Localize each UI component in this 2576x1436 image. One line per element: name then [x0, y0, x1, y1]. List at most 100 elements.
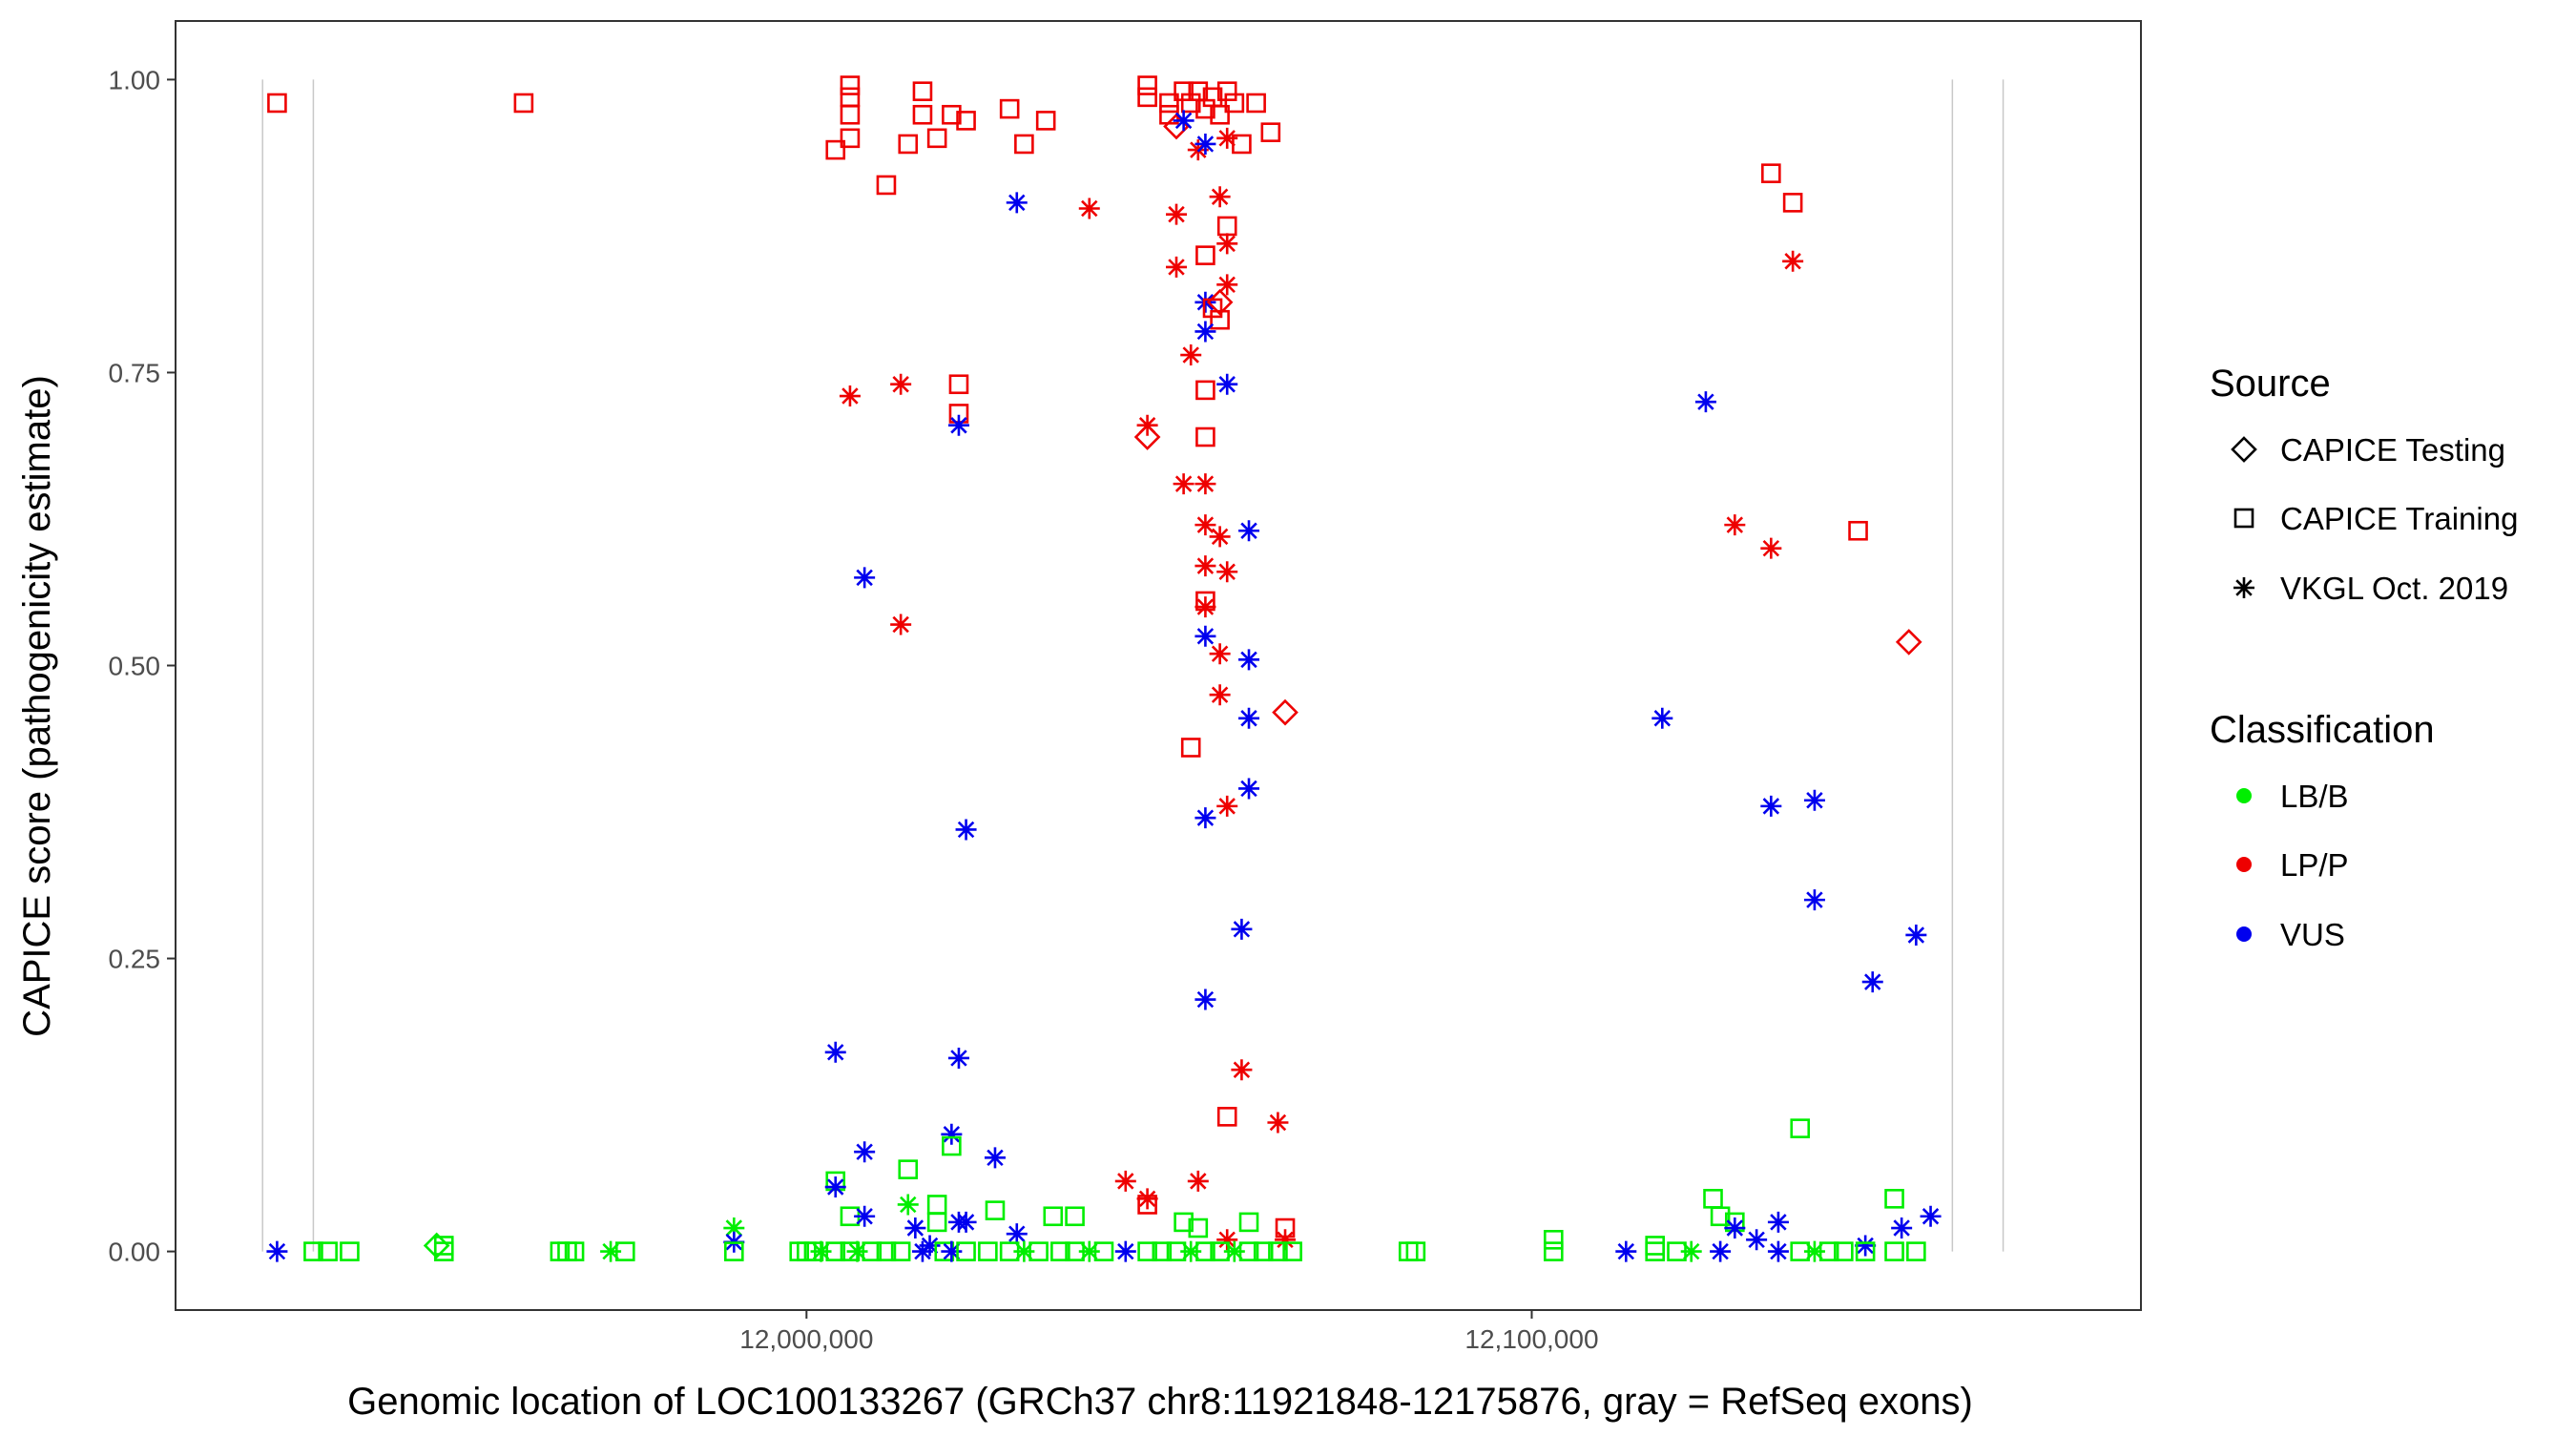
data-point: [614, 1241, 635, 1261]
data-point: [1216, 274, 1238, 296]
data-point: [1855, 1235, 1877, 1257]
data-point: [1195, 555, 1216, 577]
data-point: [723, 1217, 745, 1239]
data-point: [890, 373, 912, 395]
data-point: [303, 1241, 323, 1261]
legend-class-entry-vus: VUS: [2236, 917, 2345, 952]
legend-class-label-lpp: LP/P: [2280, 847, 2349, 883]
data-point: [1195, 321, 1216, 343]
data-point: [1216, 127, 1238, 149]
data-point: [897, 1194, 919, 1216]
data-point: [840, 75, 861, 95]
data-point: [824, 1041, 846, 1063]
data-point: [1014, 134, 1034, 155]
data-point: [1652, 707, 1673, 729]
data-point: [1195, 1241, 1215, 1261]
legend-red-dot-icon: [2236, 857, 2252, 872]
x-tick-label: 12,100,000: [1465, 1324, 1598, 1354]
data-point: [1238, 778, 1260, 800]
data-point: [1216, 795, 1238, 817]
data-point: [1767, 1211, 1789, 1233]
data-point: [1710, 1240, 1732, 1262]
data-point: [1195, 625, 1216, 647]
data-point: [1216, 561, 1238, 583]
data-point: [1093, 1241, 1114, 1261]
data-point: [1159, 93, 1179, 114]
data-point: [1238, 1212, 1259, 1233]
legend-diamond-icon: [2231, 436, 2257, 463]
legend-asterisk-icon: [2233, 577, 2254, 598]
data-point: [1195, 245, 1215, 265]
data-point: [1114, 1170, 1136, 1192]
y-tick-label: 0.00: [109, 1238, 161, 1267]
data-point: [1260, 122, 1281, 142]
legend-diamond-symbol: [2231, 436, 2257, 463]
data-point: [1216, 81, 1237, 101]
data-point: [1195, 98, 1215, 119]
data-point: [1223, 1240, 1245, 1262]
data-point: [876, 1241, 897, 1261]
data-point: [912, 104, 933, 125]
data-point: [890, 614, 912, 635]
data-point: [1209, 684, 1231, 706]
data-point: [1065, 1206, 1085, 1227]
data-point: [1724, 514, 1746, 536]
data-point: [999, 98, 1020, 119]
data-point: [978, 1241, 998, 1261]
data-point: [1210, 104, 1230, 125]
data-point: [1782, 250, 1804, 272]
data-point: [1891, 1217, 1913, 1239]
data-point: [1216, 233, 1238, 255]
data-point: [1050, 1241, 1070, 1261]
data-point: [318, 1241, 338, 1261]
data-point: [1195, 473, 1216, 495]
data-point: [1133, 424, 1161, 450]
data-point: [1195, 514, 1216, 536]
data-point: [1006, 192, 1028, 214]
data-point: [1282, 1241, 1302, 1261]
data-point: [1803, 889, 1825, 911]
data-point: [1543, 1241, 1564, 1261]
data-point: [724, 1241, 744, 1261]
data-point: [942, 104, 962, 125]
data-point: [1238, 1241, 1259, 1261]
data-point: [1195, 596, 1216, 618]
data-point: [898, 1159, 919, 1179]
legend-class-label-lbb: LB/B: [2280, 779, 2349, 814]
data-point: [1231, 1059, 1253, 1081]
data-point: [1724, 1217, 1746, 1239]
data-point: [1216, 1229, 1238, 1251]
data-point: [1043, 1206, 1064, 1227]
data-point: [1238, 649, 1260, 671]
data-point: [1180, 738, 1201, 758]
legend-square-icon: [2233, 508, 2254, 529]
legend-green-dot-icon: [2236, 788, 2252, 803]
data-point: [955, 1211, 977, 1233]
data-point: [1767, 1240, 1789, 1262]
data-point: [1216, 1107, 1237, 1127]
data-point: [985, 1200, 1006, 1220]
data-point: [1761, 163, 1781, 183]
data-point: [1746, 1229, 1768, 1251]
data-point: [1006, 1223, 1028, 1245]
data-point: [1680, 1240, 1702, 1262]
legend-source-title: Source: [2210, 363, 2331, 405]
data-point: [1543, 1230, 1564, 1250]
data-point: [926, 128, 947, 149]
data-point: [1078, 198, 1100, 219]
data-point: [942, 1135, 962, 1156]
data-point: [1615, 1240, 1637, 1262]
x-tick-label: 12,000,000: [739, 1324, 873, 1354]
data-point: [1238, 707, 1260, 729]
y-tick-label: 1.00: [109, 65, 161, 94]
legend-source-label-testing: CAPICE Testing: [2280, 432, 2505, 468]
data-point: [433, 1241, 454, 1261]
data-point: [1195, 591, 1215, 612]
data-point: [810, 1240, 832, 1262]
data-point: [1861, 971, 1883, 993]
data-point: [1760, 537, 1782, 559]
legend-classification: Classification LB/B LP/P VUS: [2210, 709, 2435, 952]
data-point: [1152, 1241, 1173, 1261]
